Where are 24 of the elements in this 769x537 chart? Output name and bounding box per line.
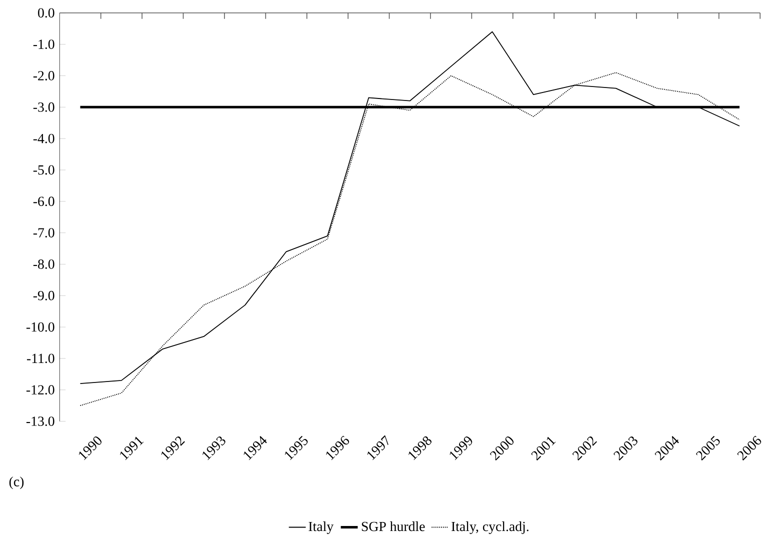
text: (c) [9,476,24,490]
y-tick-label: -10.0 [26,322,54,332]
legend-label: SGP hurdle [362,521,425,532]
y-tick-label: -11.0 [26,354,54,364]
y-tick-label: -1.0 [33,40,54,50]
legend-label: Italy, cycl.adj. [451,521,528,534]
y-tick-label: -13.0 [26,416,54,426]
legend-label: Italy [308,521,334,534]
y-tick-label: -12.0 [26,385,54,395]
y-tick-label: -5.0 [33,165,54,175]
y-tick-label: -2.0 [33,70,54,80]
y-tick-label: -4.0 [33,134,54,144]
x-tick-label: 1992 [161,436,185,460]
y-tick-label: -8.0 [33,259,54,269]
y-tick-label: 0.0 [38,8,54,18]
y-tick-label: -6.0 [33,196,54,206]
x-tick-label: 1990 [78,436,102,460]
x-tick-label: 1999 [450,436,472,460]
y-tick-label: -7.0 [33,228,54,238]
x-tick-label: 2001 [531,436,556,461]
y-tick-label: -9.0 [33,290,54,300]
x-tick-label: 1993 [202,436,226,460]
x-tick-label: 1991 [120,436,144,460]
y-tick-label: -3.0 [33,102,54,112]
